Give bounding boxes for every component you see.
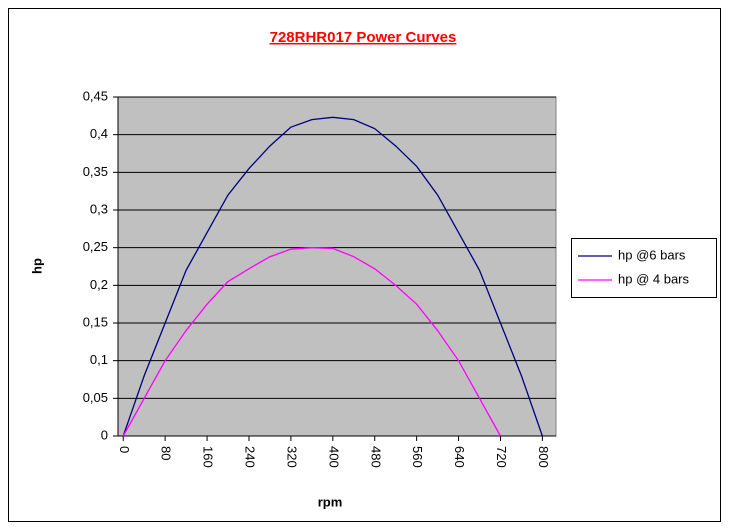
plot-area [117, 96, 557, 437]
y-tick-label: 0,4 [90, 126, 108, 141]
x-axis-title: rpm [318, 494, 343, 509]
y-tick-label: 0,1 [90, 352, 108, 367]
y-tick-label: 0,45 [83, 88, 108, 103]
y-tick-label: 0 [101, 427, 108, 442]
x-tick-label: 0 [117, 446, 132, 453]
y-tick-label: 0,3 [90, 201, 108, 216]
series-line [122, 116, 543, 437]
y-tick-label: 0,05 [83, 390, 108, 405]
y-tick-label: 0,15 [83, 314, 108, 329]
legend-label: hp @6 bars [618, 247, 686, 262]
y-axis-title: hp [29, 258, 44, 274]
x-tick-label: 320 [284, 446, 299, 468]
y-tick-label: 0,2 [90, 277, 108, 292]
x-tick-label: 800 [536, 446, 551, 468]
x-tick-label: 640 [452, 446, 467, 468]
x-tick-label: 560 [410, 446, 425, 468]
x-tick-label: 480 [368, 446, 383, 468]
y-tick-label: 0,35 [83, 164, 108, 179]
legend [571, 238, 717, 298]
x-tick-label: 240 [243, 446, 258, 468]
legend-label: hp @ 4 bars [618, 271, 690, 286]
x-tick-label: 160 [201, 446, 216, 468]
chart-title: 728RHR017 Power Curves [270, 29, 457, 46]
y-tick-label: 0,25 [83, 239, 108, 254]
x-tick-label: 400 [326, 446, 341, 468]
x-tick-label: 720 [494, 446, 509, 468]
series-line [122, 247, 502, 437]
x-tick-label: 80 [159, 446, 174, 460]
